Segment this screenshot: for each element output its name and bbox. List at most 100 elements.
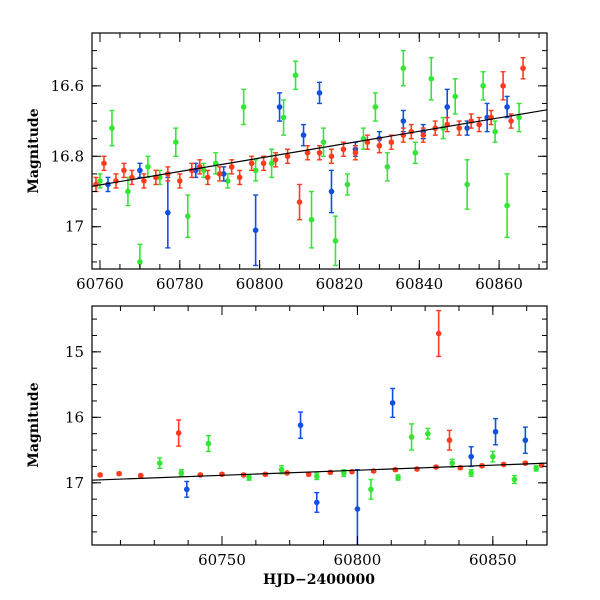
data-point-green xyxy=(109,109,115,147)
data-point-green xyxy=(240,88,247,126)
data-point-green xyxy=(428,56,435,101)
point-marker xyxy=(400,65,407,72)
point-marker xyxy=(504,104,510,110)
data-point-red xyxy=(468,113,474,129)
data-point-green xyxy=(360,127,367,150)
data-point-red xyxy=(305,471,312,478)
point-marker xyxy=(272,157,279,163)
data-point-green xyxy=(313,472,320,481)
point-marker xyxy=(219,471,225,478)
data-point-red xyxy=(141,173,147,189)
data-point-green xyxy=(384,152,391,182)
point-marker xyxy=(456,125,462,131)
point-marker xyxy=(388,139,395,145)
point-marker xyxy=(224,178,231,184)
data-point-green xyxy=(516,102,522,133)
point-marker xyxy=(116,470,122,477)
point-marker xyxy=(484,114,490,121)
data-point-red xyxy=(137,472,144,479)
point-marker xyxy=(240,104,247,110)
top-y-axis-label: Magnitude xyxy=(26,108,42,193)
point-marker xyxy=(520,65,526,72)
data-point-green xyxy=(173,127,179,157)
point-marker xyxy=(165,209,171,216)
point-marker xyxy=(300,132,307,138)
point-marker xyxy=(500,83,506,89)
data-point-blue xyxy=(165,176,171,249)
bottom-plot-marks xyxy=(92,309,547,545)
point-marker xyxy=(395,474,401,481)
data-point-red xyxy=(97,472,103,478)
data-point-green xyxy=(452,78,459,115)
point-marker xyxy=(384,164,391,170)
data-point-red xyxy=(352,145,359,161)
point-marker xyxy=(304,149,311,156)
data-point-red xyxy=(376,137,383,154)
y-tick-label: 16.8 xyxy=(51,147,84,165)
point-marker xyxy=(252,167,259,174)
point-marker xyxy=(246,474,252,481)
data-point-blue xyxy=(313,491,320,513)
point-marker xyxy=(97,472,103,478)
y-tick-label: 16.6 xyxy=(51,77,84,95)
y-tick-label: 17 xyxy=(65,474,84,492)
point-marker xyxy=(157,174,163,181)
data-point-blue xyxy=(297,411,304,439)
point-marker xyxy=(376,142,383,149)
point-marker xyxy=(389,400,396,406)
data-point-red xyxy=(414,466,420,472)
point-marker xyxy=(308,216,315,223)
data-point-green xyxy=(490,450,496,463)
data-point-red xyxy=(116,470,122,477)
data-point-green xyxy=(344,173,351,196)
data-point-green xyxy=(292,60,299,91)
point-marker xyxy=(320,139,327,145)
data-point-blue xyxy=(300,123,307,147)
data-point-green xyxy=(412,141,419,165)
data-point-red xyxy=(328,148,335,165)
data-point-red xyxy=(121,162,127,179)
point-marker xyxy=(97,178,103,184)
data-point-green xyxy=(368,478,374,500)
top-axis-ticks: 60760 60780 60800 60820 60840 60860 16.6 16.8 17 xyxy=(51,32,547,293)
data-point-blue xyxy=(276,92,283,122)
data-point-green xyxy=(320,127,327,157)
point-marker xyxy=(468,470,474,476)
data-point-red xyxy=(522,460,529,466)
data-point-blue xyxy=(484,102,490,133)
data-point-red xyxy=(304,145,311,161)
data-point-blue xyxy=(137,162,143,179)
point-marker xyxy=(220,171,227,177)
point-marker xyxy=(476,121,482,128)
data-point-red xyxy=(248,155,255,172)
data-point-red xyxy=(476,116,482,133)
data-point-red xyxy=(446,429,453,451)
x-tick-label: 60780 xyxy=(156,275,204,293)
point-marker xyxy=(449,460,456,466)
point-marker xyxy=(400,118,407,124)
data-point-red xyxy=(177,173,183,189)
point-marker xyxy=(516,114,522,121)
data-point-green xyxy=(137,243,143,269)
point-marker xyxy=(492,428,499,435)
data-point-green xyxy=(97,173,103,189)
point-marker xyxy=(504,202,510,209)
point-marker xyxy=(183,486,190,493)
point-marker xyxy=(296,199,303,205)
data-point-blue xyxy=(492,417,499,446)
data-point-green xyxy=(205,434,212,453)
point-marker xyxy=(533,465,539,472)
point-marker xyxy=(252,227,259,234)
point-marker xyxy=(328,153,335,160)
point-marker xyxy=(428,75,435,82)
point-marker xyxy=(492,128,498,135)
data-point-green xyxy=(280,99,287,136)
point-marker xyxy=(425,430,431,437)
data-point-red xyxy=(488,109,494,126)
data-point-red xyxy=(408,123,415,140)
data-point-red xyxy=(113,173,119,189)
point-marker xyxy=(216,171,223,177)
point-marker xyxy=(284,153,291,160)
point-marker xyxy=(340,146,347,153)
